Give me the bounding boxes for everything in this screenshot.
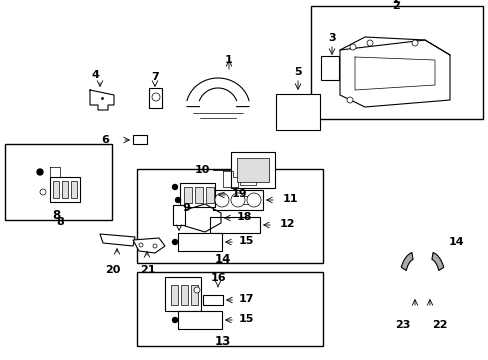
Text: 8: 8 [52,210,60,222]
Text: 17: 17 [239,294,254,304]
Bar [203,295,223,305]
Bar [164,277,201,311]
Text: 2: 2 [391,1,399,12]
Bar [173,205,184,225]
Bar [191,285,198,305]
Circle shape [349,44,355,50]
Bar [183,187,192,203]
Text: 23: 23 [394,320,409,330]
Text: 6: 6 [101,135,109,145]
Circle shape [230,193,244,207]
Text: 20: 20 [105,265,121,275]
Circle shape [40,189,46,195]
Text: 22: 22 [431,320,447,330]
Polygon shape [401,253,412,270]
Circle shape [172,184,177,189]
Text: 11: 11 [283,194,298,204]
Text: 5: 5 [294,67,301,77]
Bar [195,187,203,203]
Bar [205,187,214,203]
Text: 10: 10 [194,165,209,175]
Circle shape [346,97,352,103]
Bar [137,169,322,263]
Bar [171,285,178,305]
Bar [137,272,322,346]
Text: 4: 4 [91,70,99,80]
Text: 21: 21 [140,265,156,275]
Circle shape [153,244,157,248]
Circle shape [152,93,160,101]
Bar [209,217,260,233]
Polygon shape [133,238,164,253]
Text: 19: 19 [231,189,247,199]
Text: 15: 15 [239,236,254,246]
Bar [180,183,215,207]
Text: 9: 9 [182,203,189,213]
Circle shape [366,40,372,46]
Bar [71,181,77,198]
Bar [178,233,222,251]
Polygon shape [431,253,443,270]
Text: 7: 7 [151,72,159,82]
Text: 8: 8 [56,217,64,227]
Circle shape [246,193,261,207]
Text: 14: 14 [447,237,463,247]
Text: 3: 3 [327,33,335,43]
Circle shape [194,287,200,293]
Bar [149,88,162,108]
Bar [53,181,59,198]
Circle shape [139,243,142,247]
Bar [50,177,80,202]
Polygon shape [339,40,449,107]
Circle shape [175,198,180,202]
Bar [320,56,338,80]
Text: 1: 1 [224,55,232,65]
Bar [310,6,482,119]
Circle shape [411,40,417,46]
Text: 2: 2 [391,0,399,6]
Bar [230,152,274,188]
Text: 16: 16 [210,273,225,283]
Bar [237,158,268,182]
Circle shape [215,193,228,207]
Bar [5,144,112,220]
Bar [133,135,147,144]
Bar [241,196,254,204]
Bar [275,94,319,130]
Text: 14: 14 [214,253,230,266]
Circle shape [37,169,43,175]
Text: 15: 15 [239,314,254,324]
Text: 13: 13 [214,336,230,348]
Bar [213,190,263,210]
Circle shape [172,239,177,244]
Bar [62,181,68,198]
Circle shape [172,318,177,323]
Text: 12: 12 [280,219,295,229]
Bar [178,311,222,329]
Bar [181,285,187,305]
Polygon shape [100,234,135,246]
Text: 18: 18 [237,212,252,222]
Bar [240,175,256,185]
